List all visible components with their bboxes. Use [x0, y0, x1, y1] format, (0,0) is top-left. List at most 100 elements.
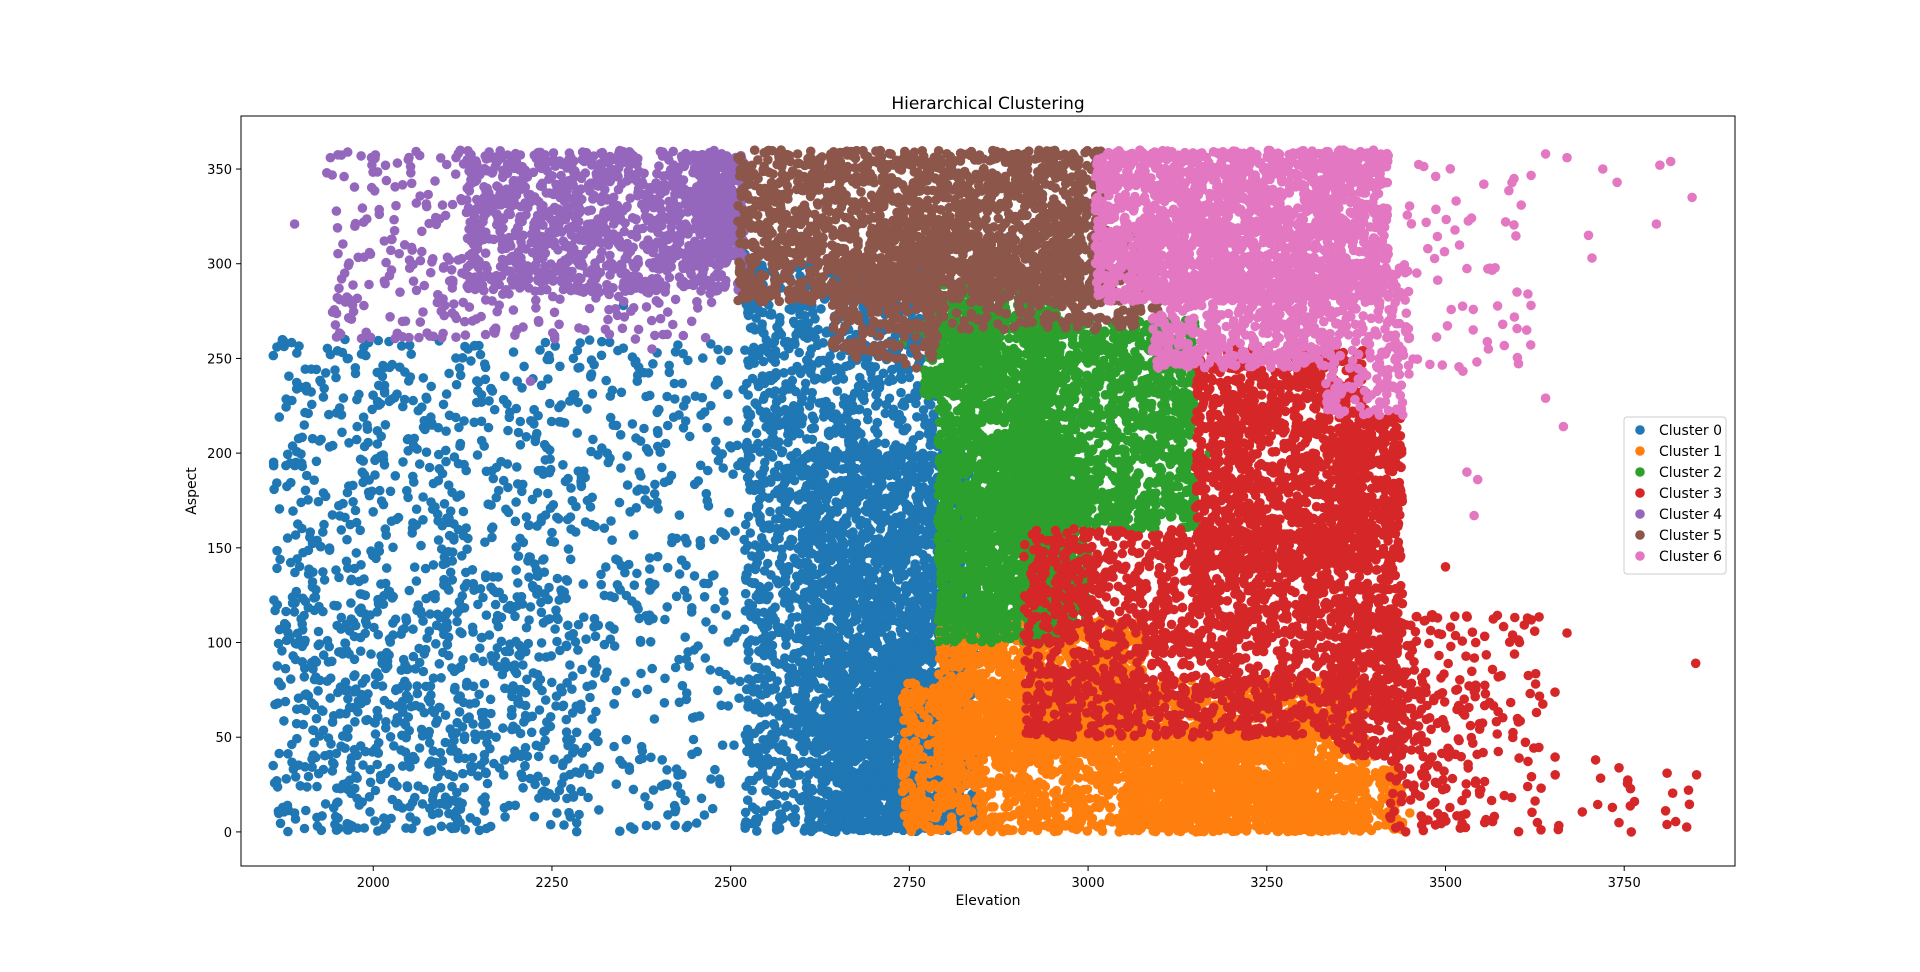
- data-point: [815, 668, 826, 679]
- data-point: [670, 820, 680, 831]
- data-point: [515, 533, 525, 544]
- data-point: [821, 516, 831, 526]
- data-point: [835, 586, 846, 596]
- data-point: [808, 307, 818, 318]
- data-point: [318, 650, 329, 660]
- data-point: [601, 375, 611, 386]
- data-point: [517, 486, 527, 497]
- data-point: [319, 575, 330, 585]
- data-point: [588, 731, 598, 742]
- data-point: [327, 510, 338, 520]
- data-point: [717, 740, 728, 750]
- data-point: [571, 501, 581, 512]
- data-point: [441, 389, 452, 399]
- data-point: [673, 340, 683, 350]
- data-point: [300, 485, 311, 496]
- data-point: [433, 475, 444, 486]
- data-point: [508, 347, 519, 357]
- data-point: [635, 436, 646, 446]
- data-point: [274, 504, 285, 514]
- data-point: [370, 816, 380, 826]
- data-point: [710, 603, 720, 614]
- data-point: [581, 634, 591, 644]
- data-point: [488, 473, 499, 484]
- data-point: [426, 381, 437, 392]
- data-point: [740, 823, 750, 833]
- data-point: [575, 362, 585, 373]
- data-point: [810, 449, 820, 460]
- data-point: [674, 510, 685, 520]
- data-point: [513, 578, 523, 588]
- data-point: [758, 394, 769, 405]
- data-point: [624, 559, 634, 570]
- data-point: [350, 505, 361, 516]
- data-point: [421, 447, 432, 458]
- data-point: [730, 526, 740, 536]
- data-point: [530, 559, 540, 569]
- data-point: [288, 651, 298, 661]
- data-point: [767, 433, 777, 444]
- data-point: [268, 350, 279, 361]
- data-point: [769, 467, 780, 477]
- data-point: [324, 409, 334, 420]
- data-point: [755, 550, 766, 561]
- data-point: [763, 734, 773, 745]
- data-point: [923, 489, 934, 500]
- data-point: [824, 671, 834, 681]
- data-point: [616, 387, 627, 398]
- data-point: [809, 805, 819, 815]
- data-point: [524, 572, 534, 582]
- data-point: [379, 388, 390, 398]
- data-point: [779, 778, 789, 788]
- data-point: [399, 394, 410, 405]
- data-point: [367, 486, 377, 497]
- data-point: [502, 399, 512, 409]
- data-point: [327, 440, 338, 451]
- data-point: [307, 399, 317, 410]
- data-point: [863, 606, 874, 616]
- data-point: [743, 410, 753, 421]
- data-point: [663, 810, 673, 820]
- data-point: [270, 699, 280, 710]
- data-point: [693, 641, 703, 651]
- data-point: [921, 563, 932, 573]
- data-point: [796, 392, 807, 402]
- data-point: [755, 647, 765, 657]
- data-point: [662, 391, 672, 402]
- data-point: [902, 524, 912, 534]
- data-point: [407, 528, 418, 538]
- data-point: [662, 602, 672, 612]
- data-point: [318, 392, 329, 402]
- data-point: [787, 612, 797, 623]
- data-point: [275, 554, 285, 565]
- data-point: [813, 597, 823, 608]
- data-point: [745, 323, 756, 333]
- data-point: [486, 500, 496, 510]
- data-point: [611, 685, 622, 696]
- data-point: [808, 513, 819, 524]
- data-point: [350, 783, 360, 794]
- data-point: [627, 352, 638, 362]
- data-point: [473, 377, 484, 388]
- data-point: [816, 771, 827, 782]
- data-point: [437, 520, 448, 531]
- data-point: [743, 390, 753, 400]
- data-point: [660, 673, 670, 684]
- data-point: [549, 537, 560, 547]
- data-point: [384, 396, 395, 407]
- data-point: [867, 616, 877, 627]
- data-point: [332, 783, 342, 793]
- data-point: [288, 506, 298, 516]
- data-point: [847, 502, 858, 513]
- data-point: [283, 749, 293, 759]
- data-point: [764, 701, 774, 712]
- data-point: [822, 563, 832, 573]
- data-point: [724, 507, 734, 518]
- data-point: [560, 476, 571, 487]
- data-point: [786, 419, 796, 430]
- data-point: [843, 602, 854, 612]
- data-point: [558, 460, 568, 470]
- data-point: [543, 488, 553, 499]
- data-point: [624, 762, 634, 772]
- data-point: [778, 659, 789, 670]
